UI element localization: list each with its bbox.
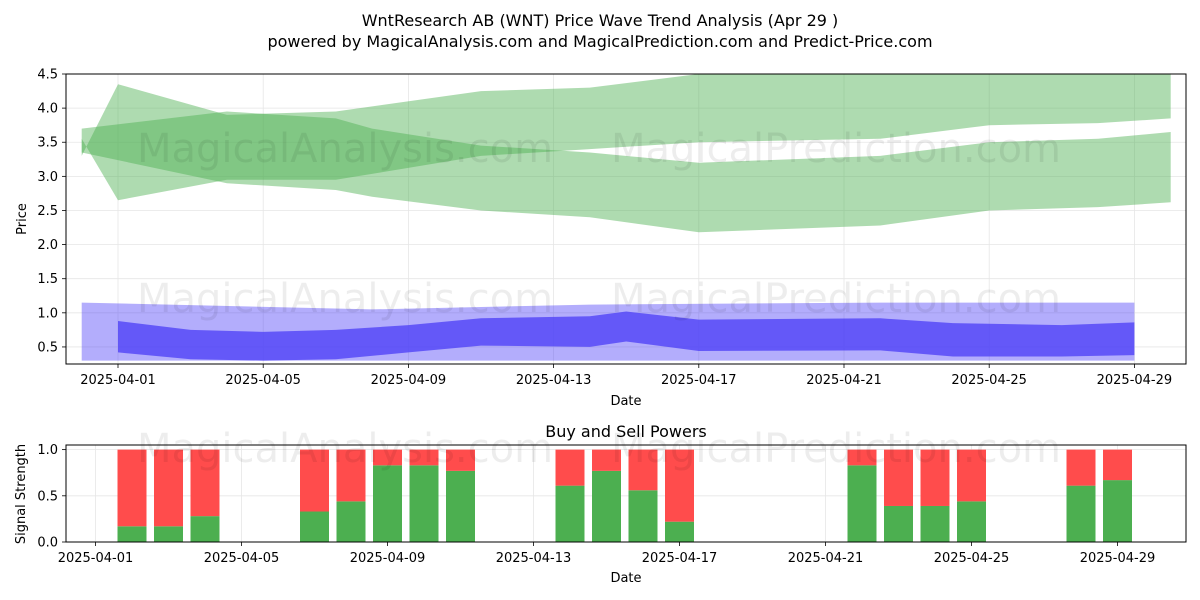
sell-bar [117,449,147,527]
sell-bar [884,449,913,506]
signal-bars [117,449,1132,542]
price-grid [66,73,1186,364]
sell-bar [1103,449,1132,481]
buy-bar [665,521,694,542]
sell-bar [920,449,950,506]
price-axis-ticks: 0.5 1.0 1.5 2.0 2.5 3.0 3.5 4.0 4.5 2025-04-01 202… [37,68,1172,389]
sell-bar [592,449,621,471]
signal-x-tick-label: 2025-04-09 [350,551,426,566]
price-panel: MagicalAnalysis.com MagicalPrediction.co… [15,68,1187,409]
signal-title: Buy and Sell Powers [545,422,707,441]
buy-bar [920,505,950,542]
price-x-tick-label: 2025-04-21 [806,373,882,388]
signal-plot-frame [65,444,1187,543]
price-x-tick-label: 2025-04-13 [516,373,592,388]
buy-bar [190,516,220,542]
sell-bar [409,449,439,466]
buy-bar [1103,480,1132,542]
price-y-tick-label: 0.5 [37,340,58,355]
signal-x-tick-label: 2025-04-21 [788,551,864,566]
price-y-tick-label: 1.0 [37,306,58,321]
price-y-tick-label: 1.5 [37,272,58,287]
signal-x-tick-label: 2025-04-25 [934,551,1010,566]
sell-bar [847,449,877,466]
price-y-tick-label: 4.5 [37,68,58,83]
signal-panel: Buy and Sell Powers MagicalAnalysis.com … [14,422,1187,586]
signal-x-tick-label: 2025-04-13 [496,551,572,566]
watermark-left-2: MagicalAnalysis.com [137,276,553,322]
watermark-bottom-right: MagicalPrediction.com [611,426,1061,472]
buy-bar [117,526,147,542]
signal-y-tick-label: 1.0 [37,443,58,458]
buy-bar [300,511,329,542]
buy-bar [409,465,439,542]
sell-bar [628,449,658,491]
price-band-green-inner [81,111,1171,233]
signal-y-label: Signal Strength [14,444,29,544]
buy-bar [628,490,658,542]
signal-y-tick-label: 0.5 [37,489,58,504]
price-x-tick-label: 2025-04-09 [371,373,447,388]
sell-bar [190,449,220,517]
buy-bar [446,470,475,542]
sell-bar [154,449,183,527]
price-y-tick-label: 2.0 [37,238,58,253]
price-y-tick-label: 3.5 [37,136,58,151]
chart-subtitle: powered by MagicalAnalysis.com and Magic… [267,32,932,51]
buy-bar [373,465,402,542]
price-y-tick-label: 4.0 [37,102,58,117]
sell-bar [373,449,402,466]
buy-bar [555,485,585,542]
sell-bar [665,449,694,522]
price-band-blue-inner [118,311,1135,361]
buy-bar [154,526,183,542]
price-plot-frame [65,73,1187,365]
signal-x-tick-label: 2025-04-05 [204,551,280,566]
sell-bar [1066,449,1096,486]
sell-bar [336,449,366,502]
signal-x-tick-label: 2025-04-17 [642,551,718,566]
watermark-left: MagicalAnalysis.com [137,126,553,172]
watermark-bottom-left: MagicalAnalysis.com [137,426,553,472]
sell-bar [957,449,986,502]
price-x-tick-label: 2025-04-05 [225,373,301,388]
price-band-green-outer [81,74,1171,201]
sell-bar [555,449,585,486]
signal-x-label: Date [610,571,641,586]
sell-bar [446,449,475,471]
price-y-tick-label: 3.0 [37,170,58,185]
signal-x-tick-label: 2025-04-29 [1080,551,1156,566]
price-y-label: Price [15,203,30,235]
buy-bar [884,505,913,542]
sell-bar [300,449,329,512]
buy-bar [592,470,621,542]
signal-x-tick-label: 2025-04-01 [58,551,134,566]
price-x-tick-label: 2025-04-25 [951,373,1027,388]
price-x-tick-label: 2025-04-17 [661,373,737,388]
buy-bar [847,465,877,542]
buy-bar [336,501,366,542]
buy-bar [1066,485,1096,542]
watermark-right: MagicalPrediction.com [611,126,1061,172]
signal-axis-ticks: 0.0 0.5 1.0 2025-04-01 2025-04-05 2025-04-09 2… [37,443,1155,566]
price-x-tick-label: 2025-04-29 [1097,373,1173,388]
watermark-right-2: MagicalPrediction.com [611,276,1061,322]
buy-bar [957,501,986,542]
price-y-tick-label: 2.5 [37,204,58,219]
price-bands [81,74,1171,361]
price-x-label: Date [610,394,641,409]
signal-y-tick-label: 0.0 [37,536,58,551]
price-x-tick-label: 2025-04-01 [80,373,156,388]
chart-title: WntResearch AB (WNT) Price Wave Trend An… [362,11,839,30]
